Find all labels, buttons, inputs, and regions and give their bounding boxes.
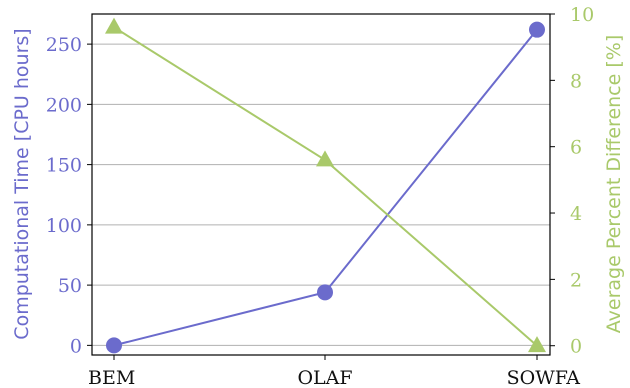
y-left-tick-label: 0 (70, 335, 82, 357)
y-left-tick-label: 150 (46, 155, 82, 177)
y-right-tick-label: 8 (570, 70, 582, 92)
x-tick-label: SOWFA (507, 367, 581, 388)
y-left-tick-label: 100 (46, 215, 82, 237)
y-left-tick-label: 200 (46, 94, 82, 116)
x-tick-label: OLAF (297, 367, 352, 388)
y-right-tick-label: 6 (570, 137, 582, 159)
data-point-triangle (528, 336, 546, 353)
y-left-tick-label: 50 (58, 275, 82, 297)
plot-frame (91, 13, 551, 356)
y-right-tick-label: 4 (570, 203, 582, 225)
y-axis-right-label: Average Percent Difference [%] (603, 35, 625, 333)
tick-labels: 0 50 100 150 200 250 0 2 4 6 8 10 BEM OLAF SOWFA (46, 4, 594, 388)
series-layer (105, 17, 546, 354)
grid-lines (92, 43, 550, 346)
data-point-triangle (316, 150, 334, 167)
data-point-triangle (105, 17, 123, 34)
x-tick-label: BEM (88, 367, 135, 388)
y-axis-left-label: Computational Time [CPU hours] (11, 28, 33, 339)
plot-border (91, 13, 551, 356)
y-left-tick-label: 250 (46, 34, 82, 56)
data-point-circle (317, 284, 333, 301)
y-right-tick-label: 0 (570, 336, 582, 358)
y-right-tick-label: 10 (570, 4, 594, 26)
data-point-circle (529, 21, 545, 38)
data-point-circle (106, 337, 122, 354)
y-right-tick-label: 2 (570, 269, 582, 291)
